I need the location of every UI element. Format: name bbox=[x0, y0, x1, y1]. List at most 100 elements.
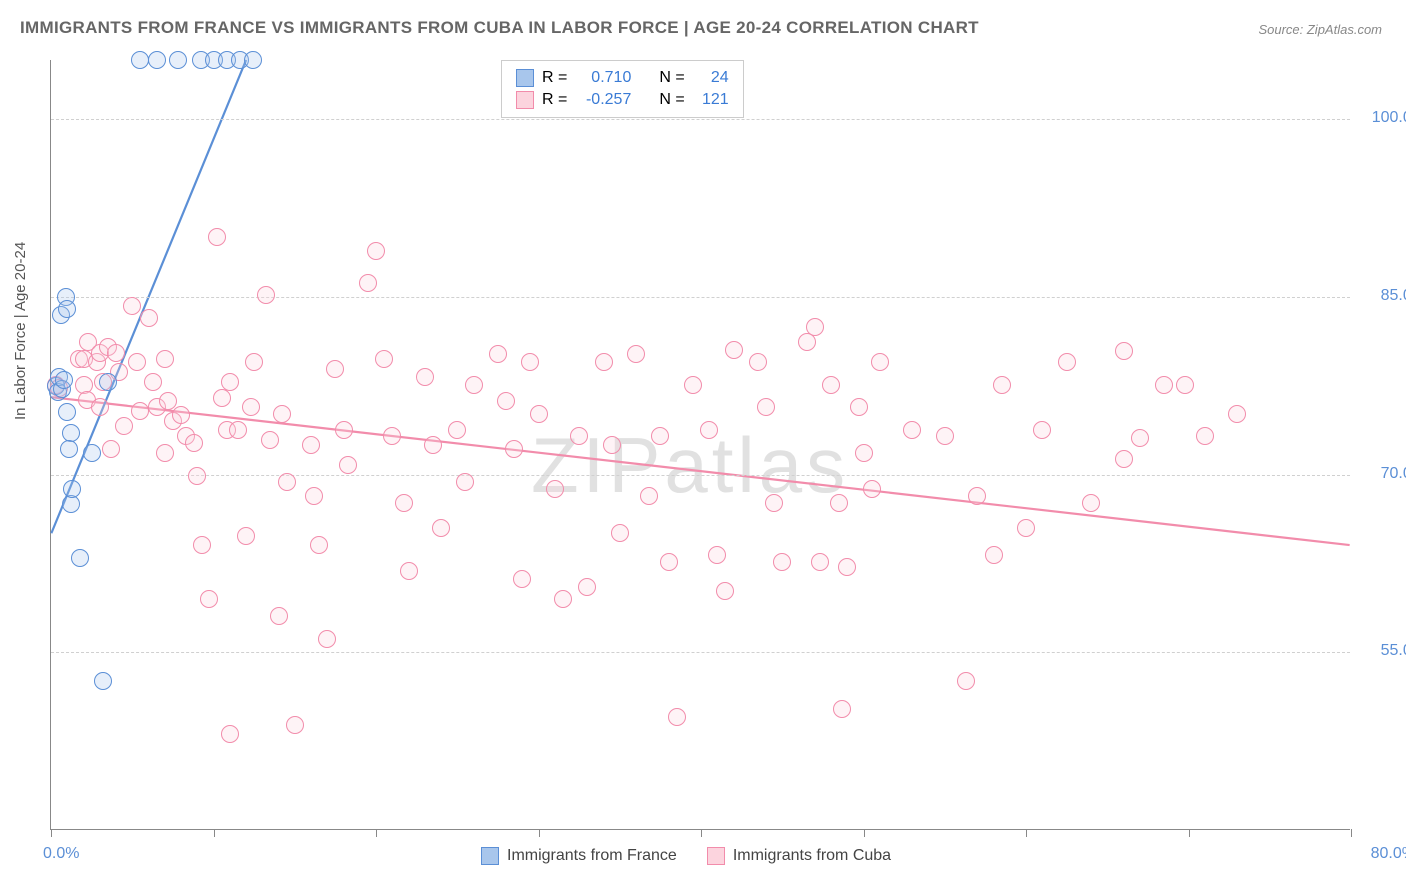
scatter-point-cuba bbox=[1228, 405, 1246, 423]
r-cuba-value: -0.257 bbox=[575, 91, 631, 109]
source-attribution: Source: ZipAtlas.com bbox=[1258, 22, 1382, 37]
scatter-point-cuba bbox=[806, 318, 824, 336]
scatter-point-cuba bbox=[448, 421, 466, 439]
n-label: N = bbox=[659, 91, 684, 109]
scatter-point-cuba bbox=[985, 546, 1003, 564]
scatter-point-cuba bbox=[270, 607, 288, 625]
swatch-cuba-icon bbox=[516, 91, 534, 109]
scatter-point-cuba bbox=[611, 524, 629, 542]
scatter-point-cuba bbox=[578, 578, 596, 596]
xtick bbox=[376, 829, 377, 837]
scatter-point-cuba bbox=[1017, 519, 1035, 537]
scatter-point-france bbox=[148, 51, 166, 69]
scatter-point-cuba bbox=[684, 376, 702, 394]
scatter-point-cuba bbox=[749, 353, 767, 371]
legend-label-cuba: Immigrants from Cuba bbox=[733, 847, 891, 865]
ytick-label: 55.0% bbox=[1360, 642, 1406, 660]
scatter-point-cuba bbox=[546, 480, 564, 498]
xaxis-label-right: 80.0% bbox=[1371, 845, 1406, 863]
xaxis-label-left: 0.0% bbox=[43, 845, 79, 863]
scatter-point-cuba bbox=[489, 345, 507, 363]
scatter-point-cuba bbox=[465, 376, 483, 394]
scatter-point-cuba bbox=[833, 700, 851, 718]
legend-row-france: R = 0.710 N = 24 bbox=[516, 67, 729, 89]
gridline-h bbox=[51, 652, 1350, 653]
scatter-point-cuba bbox=[603, 436, 621, 454]
scatter-point-cuba bbox=[716, 582, 734, 600]
correlation-legend: R = 0.710 N = 24 R = -0.257 N = 121 bbox=[501, 60, 744, 118]
trend-line bbox=[51, 397, 1349, 545]
scatter-point-cuba bbox=[554, 590, 572, 608]
scatter-point-cuba bbox=[200, 590, 218, 608]
scatter-point-cuba bbox=[660, 553, 678, 571]
scatter-point-cuba bbox=[830, 494, 848, 512]
scatter-point-cuba bbox=[993, 376, 1011, 394]
scatter-point-cuba bbox=[229, 421, 247, 439]
scatter-point-cuba bbox=[257, 286, 275, 304]
scatter-point-cuba bbox=[123, 297, 141, 315]
scatter-point-france bbox=[83, 444, 101, 462]
legend-row-cuba: R = -0.257 N = 121 bbox=[516, 89, 729, 111]
scatter-point-cuba bbox=[968, 487, 986, 505]
scatter-point-france bbox=[60, 440, 78, 458]
scatter-point-cuba bbox=[395, 494, 413, 512]
scatter-point-cuba bbox=[326, 360, 344, 378]
scatter-point-cuba bbox=[102, 440, 120, 458]
xtick bbox=[1189, 829, 1190, 837]
scatter-point-cuba bbox=[400, 562, 418, 580]
xtick bbox=[539, 829, 540, 837]
scatter-point-cuba bbox=[367, 242, 385, 260]
xtick bbox=[864, 829, 865, 837]
scatter-point-cuba bbox=[221, 373, 239, 391]
scatter-point-cuba bbox=[936, 427, 954, 445]
chart-title: IMMIGRANTS FROM FRANCE VS IMMIGRANTS FRO… bbox=[20, 18, 979, 38]
scatter-point-cuba bbox=[424, 436, 442, 454]
scatter-point-cuba bbox=[273, 405, 291, 423]
scatter-point-cuba bbox=[91, 398, 109, 416]
scatter-point-france bbox=[94, 672, 112, 690]
scatter-point-cuba bbox=[237, 527, 255, 545]
scatter-point-cuba bbox=[757, 398, 775, 416]
chart-container: IMMIGRANTS FROM FRANCE VS IMMIGRANTS FRO… bbox=[0, 0, 1406, 892]
scatter-point-cuba bbox=[115, 417, 133, 435]
scatter-point-cuba bbox=[838, 558, 856, 576]
scatter-point-cuba bbox=[310, 536, 328, 554]
scatter-point-cuba bbox=[221, 725, 239, 743]
scatter-point-cuba bbox=[668, 708, 686, 726]
scatter-point-cuba bbox=[456, 473, 474, 491]
n-label: N = bbox=[659, 69, 684, 87]
xtick bbox=[51, 829, 52, 837]
scatter-point-cuba bbox=[305, 487, 323, 505]
scatter-point-france bbox=[55, 371, 73, 389]
scatter-point-cuba bbox=[1115, 342, 1133, 360]
scatter-point-cuba bbox=[871, 353, 889, 371]
scatter-point-cuba bbox=[765, 494, 783, 512]
scatter-point-cuba bbox=[185, 434, 203, 452]
r-label: R = bbox=[542, 91, 567, 109]
scatter-point-cuba bbox=[850, 398, 868, 416]
gridline-h bbox=[51, 297, 1350, 298]
n-cuba-value: 121 bbox=[693, 91, 729, 109]
scatter-point-cuba bbox=[278, 473, 296, 491]
scatter-point-cuba bbox=[1033, 421, 1051, 439]
ytick-label: 85.0% bbox=[1360, 287, 1406, 305]
ytick-label: 70.0% bbox=[1360, 465, 1406, 483]
scatter-point-cuba bbox=[172, 406, 190, 424]
scatter-point-cuba bbox=[773, 553, 791, 571]
scatter-point-cuba bbox=[432, 519, 450, 537]
scatter-point-cuba bbox=[339, 456, 357, 474]
scatter-point-cuba bbox=[497, 392, 515, 410]
swatch-cuba-icon bbox=[707, 847, 725, 865]
scatter-point-cuba bbox=[140, 309, 158, 327]
scatter-point-cuba bbox=[530, 405, 548, 423]
legend-item-france: Immigrants from France bbox=[481, 847, 677, 865]
scatter-point-cuba bbox=[213, 389, 231, 407]
xtick bbox=[1026, 829, 1027, 837]
swatch-france-icon bbox=[516, 69, 534, 87]
gridline-h bbox=[51, 119, 1350, 120]
r-france-value: 0.710 bbox=[575, 69, 631, 87]
scatter-point-cuba bbox=[383, 427, 401, 445]
scatter-point-cuba bbox=[595, 353, 613, 371]
scatter-point-cuba bbox=[1082, 494, 1100, 512]
scatter-point-cuba bbox=[193, 536, 211, 554]
